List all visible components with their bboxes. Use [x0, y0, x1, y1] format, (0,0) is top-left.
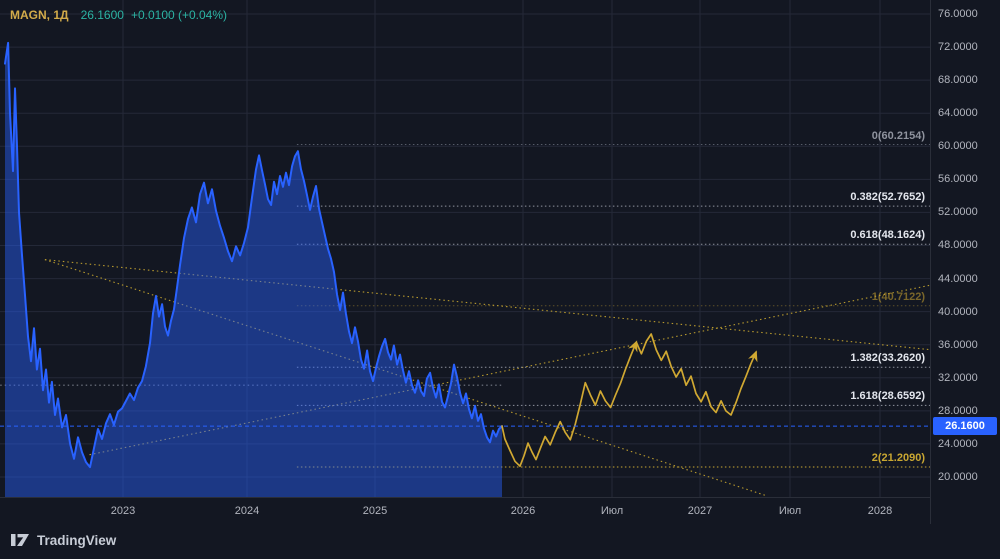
- tradingview-logo-icon: [11, 534, 29, 546]
- symbol-name[interactable]: MAGN, 1Д: [10, 8, 69, 22]
- price-axis-label: 60.0000: [938, 140, 978, 152]
- fib-level-label[interactable]: 1(40.7122): [871, 291, 925, 303]
- price-line-series[interactable]: [4, 41, 503, 469]
- price-axis-label: 48.0000: [938, 239, 978, 251]
- time-axis[interactable]: 2023 2024 2025 2026 Июл 2027 Июл 2028: [0, 497, 930, 524]
- time-axis-label: 2025: [362, 505, 388, 517]
- arrow-up-icon[interactable]: [628, 338, 642, 353]
- footer: TradingView: [0, 524, 1000, 559]
- arrow-up-icon[interactable]: [748, 349, 761, 363]
- last-price: 26.1600: [80, 8, 124, 22]
- price-axis-label: 68.0000: [938, 74, 978, 86]
- fib-level-label[interactable]: 0.618(48.1624): [850, 229, 925, 241]
- price-change: +0.0100 (+0.04%): [130, 8, 228, 22]
- fib-level-label[interactable]: 0(60.2154): [871, 130, 925, 142]
- time-axis-label: 2024: [234, 505, 260, 517]
- projection-drawing[interactable]: [501, 333, 757, 468]
- price-axis-label: 40.0000: [938, 306, 978, 318]
- price-values: 26.1600 +0.0100 (+0.04%): [81, 8, 234, 22]
- price-axis-label: 28.0000: [938, 405, 978, 417]
- price-axis-label: 32.0000: [938, 372, 978, 384]
- current-price-badge: 26.1600: [933, 417, 997, 435]
- price-axis-label: 72.0000: [938, 41, 978, 53]
- tradingview-logo-text: TradingView: [37, 532, 117, 548]
- time-axis-label: 2026: [510, 505, 536, 517]
- price-area-fill: [5, 42, 502, 497]
- price-axis-label: 20.0000: [938, 471, 978, 483]
- price-axis-label: 64.0000: [938, 107, 978, 119]
- time-axis-label: Июл: [600, 505, 624, 517]
- fib-level-label[interactable]: 1.618(28.6592): [850, 390, 925, 402]
- price-axis-label: 52.0000: [938, 206, 978, 218]
- price-axis[interactable]: 26.1600 76.0000 72.0000 68.0000 64.0000 60.0…: [930, 0, 1000, 524]
- fib-level-label[interactable]: 1.382(33.2620): [850, 352, 925, 364]
- price-axis-label: 24.0000: [938, 438, 978, 450]
- chart-plot-area[interactable]: MAGN, 1Д 26.1600 +0.0100 (+0.04%) 0(60.215…: [0, 0, 930, 497]
- fib-level-label[interactable]: 0.382(52.7652): [850, 191, 925, 203]
- time-axis-label: Июл: [778, 505, 802, 517]
- time-axis-label: 2028: [867, 505, 893, 517]
- legend: MAGN, 1Д 26.1600 +0.0100 (+0.04%): [10, 8, 234, 22]
- trendline-drawing[interactable]: [89, 284, 931, 456]
- price-axis-label: 36.0000: [938, 339, 978, 351]
- chart-canvas[interactable]: [0, 0, 930, 497]
- time-axis-label: 2023: [110, 505, 136, 517]
- time-axis-label: 2027: [687, 505, 713, 517]
- price-axis-label: 76.0000: [938, 8, 978, 20]
- tradingview-logo[interactable]: TradingView: [10, 532, 116, 548]
- fib-level-label[interactable]: 2(21.2090): [871, 452, 925, 464]
- price-axis-label: 44.0000: [938, 273, 978, 285]
- price-axis-label: 56.0000: [938, 173, 978, 185]
